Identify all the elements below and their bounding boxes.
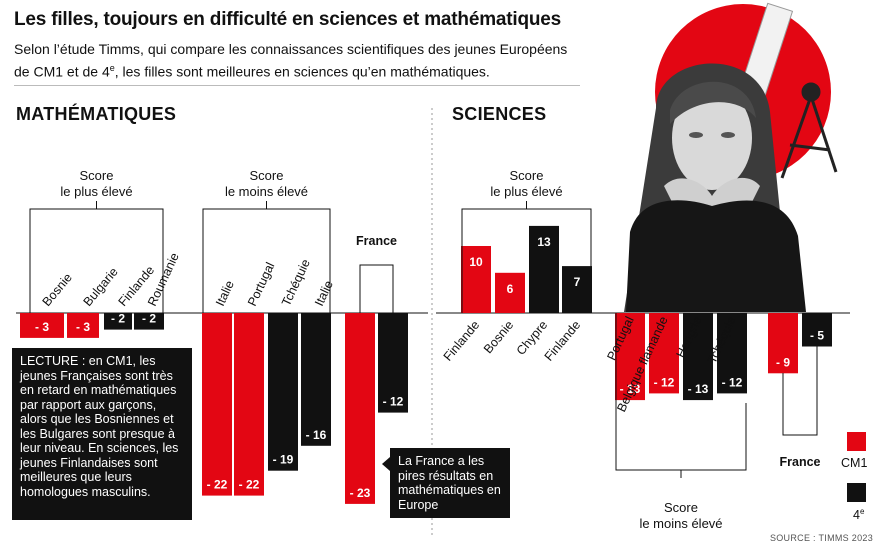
- science-value-label-1: 10: [469, 255, 483, 269]
- math-value-label-6: - 22: [239, 478, 260, 492]
- science-bar-1: [461, 246, 491, 313]
- math-group-1-label-line-1: Score: [80, 168, 114, 183]
- reading-note: LECTURE : en CM1, les jeunes Françaises …: [12, 348, 192, 520]
- math-value-label-5: - 22: [207, 478, 228, 492]
- science-group-2-label-line-2: le moins élevé: [639, 516, 722, 531]
- math-value-label-3: - 2: [111, 312, 125, 326]
- math-bar-9: [345, 313, 375, 504]
- science-value-label-9: - 9: [776, 355, 790, 369]
- science-value-label-10: - 5: [810, 329, 824, 343]
- math-bar-2: [67, 313, 99, 338]
- math-group-2-label-line-1: Score: [250, 168, 284, 183]
- math-category-label-1: Bosnie: [40, 271, 75, 309]
- science-bar-5: [615, 313, 645, 401]
- science-bar-3: [529, 225, 559, 313]
- math-bar-3: [104, 313, 132, 330]
- science-bar-4: [562, 266, 592, 313]
- math-bar-1: [20, 313, 64, 338]
- math-group-2-label-line-2: le moins élevé: [225, 184, 308, 199]
- math-heading: MATHÉMATIQUES: [16, 104, 177, 124]
- legend-4e-label: 4e: [853, 507, 864, 522]
- math-group-3-bracket: [359, 264, 394, 313]
- science-bar-9: [768, 313, 798, 374]
- math-category-label-7: Tchéquie: [279, 257, 313, 308]
- legend-cm1-swatch: [847, 432, 866, 451]
- math-value-label-7: - 19: [273, 453, 294, 467]
- math-value-label-4: - 2: [142, 312, 156, 326]
- math-category-label-2: Bulgarie: [81, 265, 121, 309]
- math-value-label-10: - 12: [383, 395, 404, 409]
- math-bar-10: [378, 313, 408, 413]
- math-bar-4: [134, 313, 164, 330]
- math-value-label-8: - 16: [306, 428, 327, 442]
- science-group-3-bracket: [782, 343, 818, 436]
- science-value-label-6: - 12: [654, 375, 675, 389]
- subtitle-text-1: Selon l’étude Timms, qui compare les con…: [14, 41, 568, 80]
- science-category-label-2: Bosnie: [481, 318, 516, 356]
- science-bar-2: [495, 272, 525, 313]
- math-category-label-6: Portugal: [245, 260, 277, 308]
- page-subtitle: Selon l’étude Timms, qui compare les con…: [14, 40, 574, 82]
- science-value-label-2: 6: [507, 282, 514, 296]
- legend-4e-text: 4: [853, 508, 860, 523]
- girl-photo: [624, 63, 806, 313]
- science-bar-10: [802, 313, 832, 347]
- science-bar-8: [717, 313, 747, 394]
- science-category-label-4: Finlande: [542, 318, 584, 364]
- legend-cm1-label: CM1: [841, 456, 868, 470]
- science-heading: SCIENCES: [452, 104, 547, 124]
- math-bar-8: [301, 313, 331, 446]
- math-value-label-1: - 3: [35, 320, 49, 334]
- math-category-label-5: Italie: [213, 278, 237, 308]
- math-group-1-label-line-2: le plus élevé: [60, 184, 132, 199]
- science-group-2-label-line-1: Score: [664, 500, 698, 515]
- title-divider: [14, 85, 580, 86]
- math-bar-6: [234, 313, 264, 496]
- compass-icon: [780, 82, 838, 179]
- math-value-label-9: - 23: [350, 486, 371, 500]
- subtitle-text-2: , les filles sont meilleures en sciences…: [114, 63, 490, 80]
- legend-4e-sup: e: [859, 507, 865, 516]
- math-group-3-label: France: [356, 234, 397, 248]
- page-title: Les filles, toujours en difficulté en sc…: [14, 9, 562, 30]
- science-category-label-1: Finlande: [441, 318, 483, 364]
- science-value-label-7: - 13: [688, 382, 709, 396]
- science-value-label-5: - 13: [620, 382, 641, 396]
- science-group-1-label-line-1: Score: [510, 168, 544, 183]
- math-category-label-8: Italie: [312, 278, 336, 308]
- subtitle-superscript: e: [109, 63, 115, 73]
- science-value-label-8: - 12: [722, 375, 743, 389]
- science-bar-7: [683, 313, 713, 401]
- france-note: La France a les pires résultats en mathé…: [390, 448, 510, 518]
- math-bar-7: [268, 313, 298, 471]
- science-group-3-label: France: [780, 455, 821, 469]
- science-value-label-3: 13: [537, 235, 551, 249]
- france-note-pointer: [382, 457, 390, 471]
- science-group-1-label-line-2: le plus élevé: [490, 184, 562, 199]
- math-value-label-2: - 3: [76, 320, 90, 334]
- girl-photo-illustration: [624, 2, 838, 313]
- source-note: SOURCE : TIMMS 2023: [769, 533, 873, 543]
- science-value-label-4: 7: [574, 275, 581, 289]
- math-bar-5: [202, 313, 232, 496]
- legend-4e-swatch: [847, 483, 866, 502]
- science-bar-6: [649, 313, 679, 394]
